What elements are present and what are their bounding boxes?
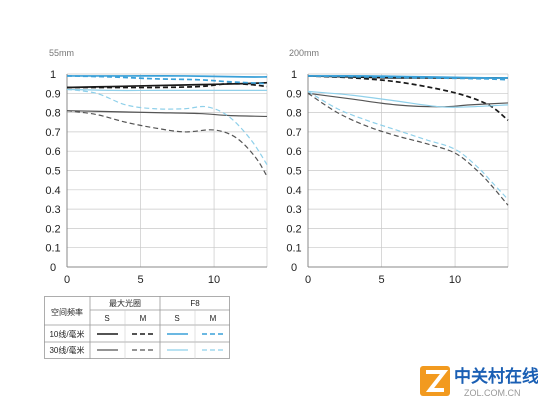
- y-tick-label: 0.3: [45, 204, 60, 216]
- legend-row-10: 10线/毫米: [49, 329, 84, 339]
- x-tick-label: 0: [64, 274, 70, 286]
- panel-label-200mm: 200mm: [289, 48, 319, 58]
- series-line-max-aperture-30-m: [307, 92, 509, 206]
- y-tick-label: 0: [50, 262, 56, 274]
- y-tick-label: 0.4: [45, 185, 60, 197]
- legend-header-max: 最大光圈: [109, 298, 141, 308]
- y-tick-label: 0.5: [286, 166, 301, 178]
- y-tick-label: 0.6: [286, 146, 301, 158]
- y-tick-label: 0.9: [45, 88, 60, 100]
- y-tick-label: 0.8: [45, 108, 60, 120]
- zol-watermark: 中关村在线 ZOL.COM.CN: [420, 366, 538, 398]
- y-tick-label: 0.2: [286, 223, 301, 235]
- legend-m-f8: M: [210, 314, 217, 323]
- y-tick-label: 0.9: [286, 88, 301, 100]
- x-tick-label: 5: [378, 274, 384, 286]
- legend-header-f8: F8: [190, 299, 200, 308]
- y-tick-label: 0.4: [286, 185, 301, 197]
- x-tick-label: 10: [449, 274, 461, 286]
- legend-m-max: M: [140, 314, 147, 323]
- watermark-main-text: 中关村在线: [454, 366, 538, 386]
- series-line-f8-10-m: [66, 75, 268, 85]
- y-tick-label: 0.3: [286, 204, 301, 216]
- zol-logo-icon: [420, 366, 450, 396]
- series-line-f8-10-m: [307, 75, 509, 81]
- series-line-max-aperture-30-m: [66, 110, 268, 177]
- y-tick-label: 0.1: [45, 243, 60, 255]
- y-tick-label: 0.6: [45, 146, 60, 158]
- x-tick-label: 10: [208, 274, 220, 286]
- series-line-max-aperture-30-s: [307, 92, 509, 108]
- series-line-f8-10-s: [67, 75, 268, 78]
- series-line-f8-30-s: [307, 90, 509, 108]
- panel-label-55mm: 55mm: [49, 48, 74, 58]
- series-line-f8-30-m: [66, 88, 268, 166]
- y-tick-label: 0.7: [45, 127, 60, 139]
- series-line-f8-10-s: [307, 75, 509, 79]
- chart-200mm: 200mm 00.10.20.30.40.50.60.70.80.910 5 10: [286, 48, 509, 286]
- legend-table: 空间频率 最大光圈 F8 S M S M 10线/毫米 30线/毫米: [44, 296, 230, 359]
- chart-55mm: 55mm 00.10.20.30.40.50.60.70.80.910 5 10: [45, 48, 268, 286]
- legend-header-freq: 空间频率: [51, 307, 83, 317]
- series-line-max-aperture-10-m: [307, 75, 509, 121]
- watermark-sub-text: ZOL.COM.CN: [464, 388, 521, 398]
- legend-row-30: 30线/毫米: [49, 345, 84, 355]
- series-line-max-aperture-10-m: [66, 82, 268, 89]
- y-tick-label: 0.8: [286, 108, 301, 120]
- x-tick-label: 5: [137, 274, 143, 286]
- legend-s-max: S: [104, 314, 109, 323]
- y-tick-label: 1: [50, 69, 56, 81]
- y-tick-label: 0: [291, 262, 297, 274]
- y-tick-label: 0.1: [286, 243, 301, 255]
- y-tick-label: 1: [291, 69, 297, 81]
- series-line-f8-30-s: [66, 88, 267, 92]
- x-tick-label: 0: [305, 274, 311, 286]
- y-tick-label: 0.5: [45, 166, 60, 178]
- y-tick-label: 0.7: [286, 127, 301, 139]
- series-line-max-aperture-30-s: [66, 110, 268, 118]
- legend-s-f8: S: [174, 314, 179, 323]
- y-tick-label: 0.2: [45, 223, 60, 235]
- series-line-f8-30-m: [307, 90, 509, 200]
